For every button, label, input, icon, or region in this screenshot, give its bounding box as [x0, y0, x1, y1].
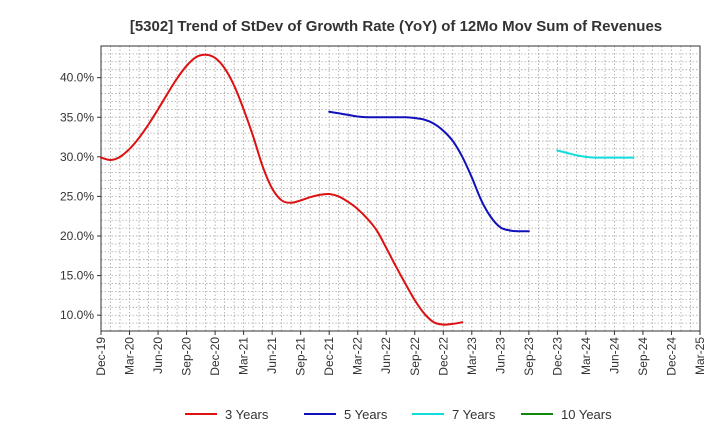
y-tick-label: 25.0%	[60, 189, 94, 203]
legend-label-5-years: 5 Years	[344, 407, 388, 422]
series-layer	[100, 53, 635, 326]
y-tick-label: 35.0%	[60, 110, 94, 124]
x-tick-label: Dec-24	[664, 337, 678, 376]
y-tick-label: 10.0%	[60, 308, 94, 322]
x-tick-label: Dec-21	[322, 337, 336, 376]
x-tick-label: Mar-23	[465, 337, 479, 375]
x-tick-label: Jun-24	[607, 337, 621, 374]
legend-label-3-years: 3 Years	[225, 407, 269, 422]
x-tick-label: Dec-22	[436, 337, 450, 376]
x-tick-label: Mar-24	[579, 337, 593, 375]
x-axis: Dec-19 Mar-20 Jun-20 Sep-20 Dec-20 Mar-21 Jun-…	[94, 331, 707, 376]
x-tick-label: Dec-23	[550, 337, 564, 376]
x-tick-label: Sep-20	[180, 337, 194, 376]
x-tick-label: Mar-20	[123, 337, 137, 375]
legend: 3 Years 5 Years 7 Years 10 Years	[185, 407, 612, 422]
x-tick-label: Jun-23	[493, 337, 507, 374]
x-tick-label: Mar-25	[693, 337, 707, 375]
x-tick-label: Sep-23	[522, 337, 536, 376]
x-tick-label: Sep-21	[294, 337, 308, 376]
y-tick-label: 15.0%	[60, 269, 94, 283]
x-tick-label: Dec-20	[208, 337, 222, 376]
legend-label-7-years: 7 Years	[452, 407, 496, 422]
grid	[101, 46, 700, 331]
series-line-5-years	[328, 110, 530, 233]
chart-title: [5302] Trend of StDev of Growth Rate (Yo…	[130, 18, 662, 35]
x-tick-label: Dec-19	[94, 337, 108, 376]
x-tick-label: Mar-21	[237, 337, 251, 375]
x-tick-label: Jun-21	[265, 337, 279, 374]
plot-area	[100, 45, 701, 332]
x-tick-label: Sep-24	[636, 337, 650, 376]
x-tick-label: Jun-20	[151, 337, 165, 374]
x-tick-label: Mar-22	[351, 337, 365, 375]
y-tick-label: 30.0%	[60, 150, 94, 164]
y-axis: 10.0% 15.0% 20.0% 25.0% 30.0% 35.0% 40.0%	[60, 71, 101, 322]
y-tick-label: 20.0%	[60, 229, 94, 243]
x-tick-label: Sep-22	[408, 337, 422, 376]
series-line-3-years	[100, 53, 464, 326]
legend-label-10-years: 10 Years	[561, 407, 612, 422]
series-line-7-years	[556, 149, 635, 159]
y-tick-label: 40.0%	[60, 71, 94, 85]
x-tick-label: Jun-22	[379, 337, 393, 374]
